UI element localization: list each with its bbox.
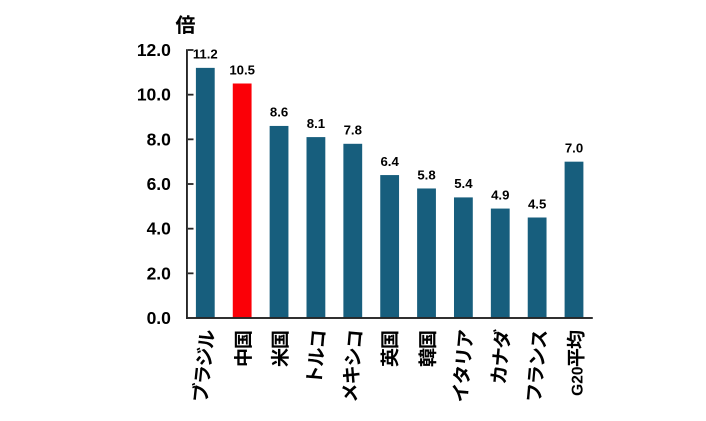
svg-text:7.8: 7.8: [344, 123, 362, 138]
svg-text:0.0: 0.0: [147, 308, 172, 328]
svg-text:5.8: 5.8: [417, 167, 435, 182]
svg-text:6.4: 6.4: [380, 154, 399, 169]
svg-text:4.5: 4.5: [528, 196, 546, 211]
svg-text:6.0: 6.0: [147, 174, 172, 194]
svg-text:10.5: 10.5: [229, 62, 255, 77]
svg-text:4.9: 4.9: [491, 187, 509, 202]
svg-text:7.0: 7.0: [565, 140, 583, 155]
svg-text:8.0: 8.0: [147, 129, 172, 149]
svg-text:8.1: 8.1: [307, 116, 325, 131]
svg-text:4.0: 4.0: [147, 219, 172, 239]
svg-text:11.2: 11.2: [193, 47, 218, 62]
svg-text:8.6: 8.6: [270, 105, 288, 120]
svg-text:5.4: 5.4: [454, 176, 473, 191]
svg-text:2.0: 2.0: [147, 263, 172, 283]
svg-text:12.0: 12.0: [137, 40, 171, 60]
svg-text:10.0: 10.0: [137, 85, 171, 105]
